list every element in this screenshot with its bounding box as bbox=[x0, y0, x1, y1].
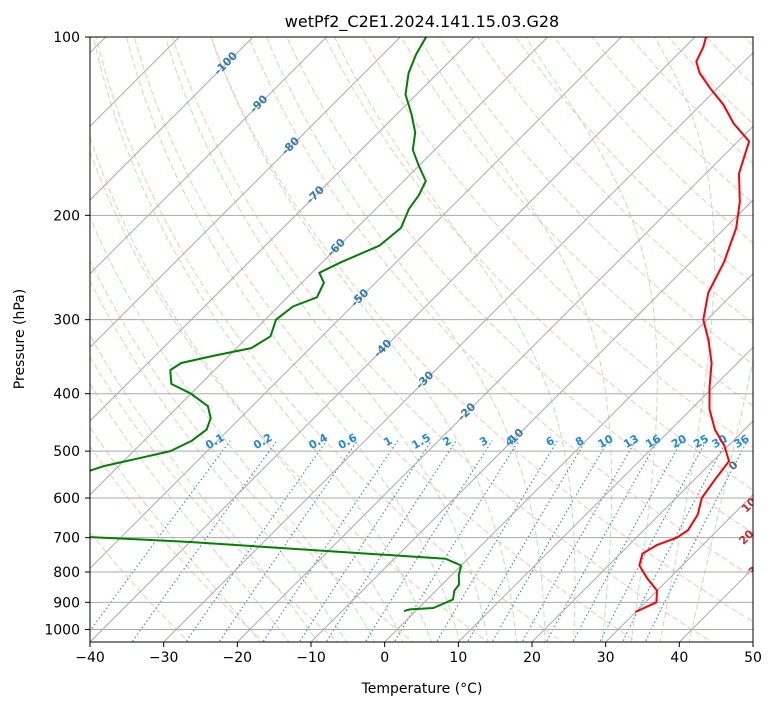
moist-adiabat-line bbox=[266, 37, 546, 642]
isotherm-line bbox=[90, 37, 181, 128]
moist-adiabat-line bbox=[164, 37, 489, 642]
y-tick-label: 900 bbox=[53, 595, 80, 611]
y-tick-label: 500 bbox=[53, 444, 80, 460]
mixing-ratio-line bbox=[521, 440, 637, 642]
isotherm-line bbox=[90, 37, 254, 201]
moist-adiabat-line bbox=[525, 37, 658, 642]
mixing-ratio-line bbox=[185, 440, 328, 642]
moist-adiabat-line bbox=[334, 37, 576, 642]
mixing-ratio-line bbox=[298, 440, 432, 642]
dry-adiabat-line bbox=[324, 37, 753, 491]
dry-adiabat-line bbox=[286, 37, 753, 534]
dry-adiabat-line bbox=[400, 37, 753, 407]
dry-adiabat-line bbox=[210, 37, 753, 623]
mixing-ratio-line bbox=[131, 440, 278, 642]
mixing-ratio-line bbox=[545, 440, 659, 642]
x-tick-label: 20 bbox=[523, 650, 541, 666]
x-tick-label: −10 bbox=[296, 650, 326, 666]
mixing-ratio-line bbox=[325, 440, 457, 642]
dry-adiabat-line bbox=[90, 150, 489, 642]
x-tick-label: −40 bbox=[75, 650, 105, 666]
y-tick-label: 800 bbox=[53, 565, 80, 581]
sounding-series bbox=[90, 37, 751, 613]
moist-adiabat-line bbox=[210, 37, 517, 642]
y-tick-label: 400 bbox=[53, 387, 80, 403]
moist-adiabat-line bbox=[654, 37, 715, 642]
isotherm-line bbox=[90, 37, 549, 496]
y-tick-label: 200 bbox=[53, 208, 80, 224]
moist-adiabat-line bbox=[90, 382, 290, 642]
x-tick-label: 50 bbox=[744, 650, 762, 666]
dry-adiabat-value-label: 30 bbox=[746, 558, 766, 578]
isotherm-line bbox=[90, 37, 328, 275]
y-tick-label: 700 bbox=[53, 531, 80, 547]
x-tick-label: 10 bbox=[449, 650, 467, 666]
dry-adiabat-line bbox=[248, 37, 753, 578]
dry-adiabat-line bbox=[438, 37, 753, 365]
isotherm-line bbox=[90, 37, 475, 422]
isotherm-line bbox=[310, 199, 753, 642]
isotherm-line bbox=[531, 420, 753, 642]
mixing-ratio-line bbox=[572, 440, 683, 642]
isotherm-line bbox=[457, 346, 753, 642]
mixing-ratio-line bbox=[262, 440, 399, 642]
y-tick-label: 100 bbox=[53, 30, 80, 46]
x-tick-label: 30 bbox=[597, 650, 615, 666]
y-axis-label: Pressure (hPa) bbox=[12, 289, 28, 389]
reference-lines bbox=[90, 37, 753, 642]
plot-frame bbox=[89, 36, 754, 643]
x-tick-label: −20 bbox=[223, 650, 253, 666]
isotherm-line bbox=[236, 125, 753, 642]
moist-adiabat-line bbox=[90, 334, 319, 642]
isotherm-line bbox=[90, 37, 402, 349]
mixing-ratio-line bbox=[491, 440, 609, 642]
dewpoint-profile-line bbox=[90, 37, 463, 612]
y-tick-label: 300 bbox=[53, 313, 80, 329]
temperature-profile-line bbox=[635, 37, 751, 613]
x-axis-label: Temperature (°C) bbox=[361, 681, 483, 697]
mixing-ratio-line bbox=[621, 440, 728, 642]
y-tick-label: 1000 bbox=[44, 622, 80, 638]
isotherm-line bbox=[604, 493, 753, 642]
chart-title: wetPf2_C2E1.2024.141.15.03.G28 bbox=[285, 12, 559, 32]
x-tick-label: −30 bbox=[149, 650, 179, 666]
mixing-ratio-line bbox=[364, 440, 493, 642]
mixing-ratio-line bbox=[435, 440, 558, 642]
x-tick-label: 40 bbox=[670, 650, 688, 666]
isotherm-line bbox=[90, 37, 696, 642]
isotherm-line bbox=[383, 272, 753, 642]
y-tick-label: 600 bbox=[53, 491, 80, 507]
isotherm-line bbox=[90, 37, 623, 570]
axes: −40 −30 −20 −10 0 10 20 30 40 50 100 200 300 400 500 60… bbox=[44, 30, 762, 666]
x-tick-label: 0 bbox=[380, 650, 389, 666]
